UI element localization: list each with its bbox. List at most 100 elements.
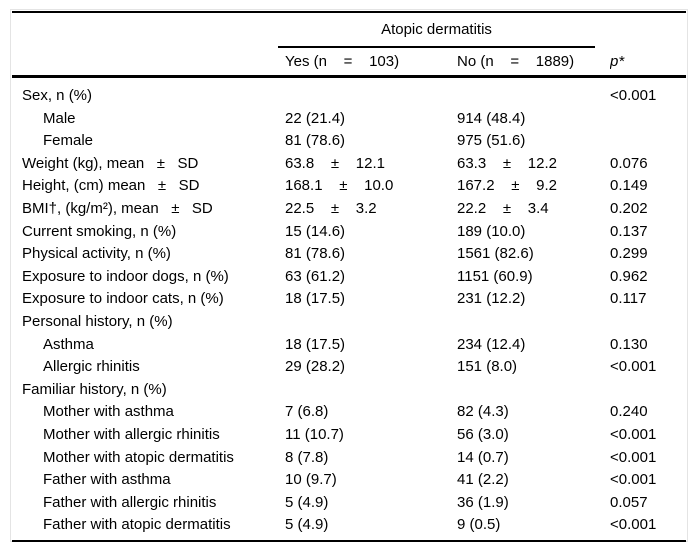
spanner-rule bbox=[278, 46, 595, 48]
cell-no bbox=[457, 379, 610, 402]
table-row: Personal history, n (%) bbox=[12, 311, 686, 334]
row-label: Familiar history, n (%) bbox=[22, 380, 167, 398]
cell-yes: 168.1 ± 10.0 bbox=[285, 177, 394, 195]
cell-p: 0.202 bbox=[610, 199, 648, 217]
cell-yes: 18 (17.5) bbox=[285, 335, 346, 353]
cell-no bbox=[457, 85, 610, 108]
row-label: Exposure to indoor cats, n (%) bbox=[22, 290, 224, 308]
table-row: Father with asthma 10 (9.7) 41 (2.2) <0.… bbox=[12, 469, 686, 492]
table-row: Height, (cm) mean ± SD 168.1 ± 10.0 167.… bbox=[12, 175, 686, 198]
cell-no: 167.2 ± 9.2 bbox=[457, 177, 557, 195]
cell-yes: 22 (21.4) bbox=[285, 109, 346, 127]
row-label: Male bbox=[43, 109, 76, 127]
table-row: BMI†, (kg/m²), mean ± SD 22.5 ± 3.2 22.2… bbox=[12, 198, 686, 221]
top-rule bbox=[12, 11, 686, 13]
table-row: Father with atopic dermatitis 5 (4.9) 9 … bbox=[12, 514, 686, 537]
cell-no: 1151 (60.9) bbox=[457, 267, 533, 285]
cell-p bbox=[610, 108, 686, 131]
cell-yes: 5 (4.9) bbox=[285, 493, 329, 511]
cell-p bbox=[610, 311, 686, 334]
cell-yes bbox=[285, 379, 457, 402]
spanner-heading: Atopic dermatitis bbox=[381, 21, 492, 38]
cell-p: <0.001 bbox=[610, 471, 657, 489]
row-label: Height, (cm) mean ± SD bbox=[22, 177, 200, 195]
cell-yes bbox=[285, 311, 457, 334]
cell-no: 234 (12.4) bbox=[457, 335, 526, 353]
cell-no: 975 (51.6) bbox=[457, 132, 526, 150]
cell-yes: 29 (28.2) bbox=[285, 358, 346, 376]
row-label: Physical activity, n (%) bbox=[22, 245, 171, 263]
cell-p: <0.001 bbox=[610, 448, 657, 466]
table-row: Allergic rhinitis 29 (28.2) 151 (8.0) <0… bbox=[12, 356, 686, 379]
cell-p: <0.001 bbox=[610, 425, 657, 443]
row-label: Mother with asthma bbox=[43, 403, 174, 421]
table-body: Sex, n (%) <0.001 Male 22 (21.4) 914 (48… bbox=[12, 78, 686, 540]
column-header-yes: Yes (n = 103) bbox=[285, 53, 400, 70]
cell-yes: 81 (78.6) bbox=[285, 245, 346, 263]
row-label: Personal history, n (%) bbox=[22, 312, 173, 330]
cell-p: <0.001 bbox=[610, 516, 657, 534]
cell-no: 22.2 ± 3.4 bbox=[457, 199, 549, 217]
cell-yes bbox=[285, 85, 457, 108]
cell-yes: 8 (7.8) bbox=[285, 448, 329, 466]
cell-yes: 10 (9.7) bbox=[285, 471, 337, 489]
table-row: Mother with allergic rhinitis 11 (10.7) … bbox=[12, 424, 686, 447]
cell-yes: 11 (10.7) bbox=[285, 425, 344, 443]
cell-no: 9 (0.5) bbox=[457, 516, 501, 534]
cell-no bbox=[457, 311, 610, 334]
table-row: Weight (kg), mean ± SD 63.8 ± 12.1 63.3 … bbox=[12, 153, 686, 176]
row-label: Sex, n (%) bbox=[22, 87, 93, 104]
table-row: Exposure to indoor cats, n (%) 18 (17.5)… bbox=[12, 288, 686, 311]
column-header-no: No (n = 1889) bbox=[457, 53, 575, 70]
cell-yes: 63.8 ± 12.1 bbox=[285, 154, 385, 172]
table-row: Mother with atopic dermatitis 8 (7.8) 14… bbox=[12, 447, 686, 470]
table-row: Mother with asthma 7 (6.8) 82 (4.3) 0.24… bbox=[12, 401, 686, 424]
table-row: Sex, n (%) <0.001 bbox=[12, 85, 686, 108]
cell-no: 14 (0.7) bbox=[457, 448, 509, 466]
cell-p: 0.117 bbox=[610, 290, 647, 308]
cell-yes: 18 (17.5) bbox=[285, 290, 346, 308]
row-label: Mother with atopic dermatitis bbox=[43, 448, 234, 466]
cell-p bbox=[610, 379, 686, 402]
row-label: Female bbox=[43, 132, 94, 150]
cell-p bbox=[610, 130, 686, 153]
column-header-p: p* bbox=[610, 53, 625, 70]
row-label: BMI†, (kg/m²), mean ± SD bbox=[22, 199, 213, 217]
row-label: Father with allergic rhinitis bbox=[43, 493, 217, 511]
cell-yes: 15 (14.6) bbox=[285, 222, 346, 240]
cell-yes: 22.5 ± 3.2 bbox=[285, 199, 377, 217]
cell-no: 56 (3.0) bbox=[457, 425, 509, 443]
row-label: Weight (kg), mean ± SD bbox=[22, 154, 199, 172]
table-row: Asthma 18 (17.5) 234 (12.4) 0.130 bbox=[12, 334, 686, 357]
cell-p: <0.001 bbox=[610, 358, 657, 376]
row-label: Father with atopic dermatitis bbox=[43, 516, 231, 534]
cell-p: 0.962 bbox=[610, 267, 648, 285]
cell-no: 1561 (82.6) bbox=[457, 245, 534, 263]
cell-yes: 7 (6.8) bbox=[285, 403, 329, 421]
table-row: Father with allergic rhinitis 5 (4.9) 36… bbox=[12, 492, 686, 515]
table-row: Male 22 (21.4) 914 (48.4) bbox=[12, 108, 686, 131]
cell-no: 231 (12.2) bbox=[457, 290, 526, 308]
row-label: Current smoking, n (%) bbox=[22, 222, 177, 240]
header-rule bbox=[12, 75, 686, 78]
table-inner: Atopic dermatitis Yes (n = 103) No (n = … bbox=[12, 11, 686, 542]
characteristics-table: Atopic dermatitis Yes (n = 103) No (n = … bbox=[10, 9, 688, 542]
cell-p: 0.240 bbox=[610, 403, 648, 421]
cell-yes: 81 (78.6) bbox=[285, 132, 346, 150]
table-row: Physical activity, n (%) 81 (78.6) 1561 … bbox=[12, 243, 686, 266]
row-label: Father with asthma bbox=[43, 471, 171, 489]
cell-no: 151 (8.0) bbox=[457, 358, 518, 376]
column-header-row: Yes (n = 103) No (n = 1889) p* bbox=[12, 48, 686, 75]
cell-p: 0.130 bbox=[610, 335, 648, 353]
row-label: Asthma bbox=[43, 335, 94, 353]
row-label: Allergic rhinitis bbox=[43, 358, 140, 376]
cell-p: 0.076 bbox=[610, 154, 648, 172]
cell-no: 914 (48.4) bbox=[457, 109, 526, 127]
cell-p: <0.001 bbox=[610, 87, 657, 104]
cell-no: 41 (2.2) bbox=[457, 471, 509, 489]
table-row: Familiar history, n (%) bbox=[12, 379, 686, 402]
cell-p: 0.137 bbox=[610, 222, 648, 240]
table-row: Exposure to indoor dogs, n (%) 63 (61.2)… bbox=[12, 266, 686, 289]
cell-no: 63.3 ± 12.2 bbox=[457, 154, 557, 172]
